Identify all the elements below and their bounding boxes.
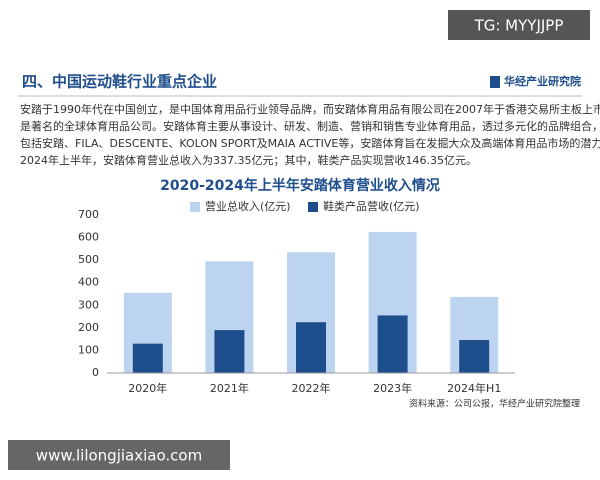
paragraph: 安踏于1990年代在中国创立，是中国体育用品行业领导品牌，而安踏体育用品有限公司… — [20, 102, 600, 167]
y-tick-label: 100 — [78, 343, 99, 356]
watermark-box — [448, 10, 590, 40]
logo-icon — [490, 76, 500, 88]
y-tick-label: 600 — [78, 231, 99, 244]
paragraph-line: 包括安踏、FILA、DESCENTE、KOLON SPORT及MAIA ACTI… — [20, 136, 600, 150]
source: 资料来源：公司公报，华经产业研究院整理 — [409, 398, 580, 410]
y-tick-label: 300 — [78, 298, 99, 311]
bar — [214, 330, 245, 373]
x-tick-label: 2023年 — [373, 381, 412, 395]
y-tick-label: 0 — [92, 366, 99, 379]
y-tick-label: 400 — [78, 276, 99, 289]
chart: 0 100 200 300 400 500 600 700 营业总收入(亿元) 鞋类产品营收(亿元… — [78, 199, 515, 395]
bar — [296, 322, 326, 373]
legend-swatch — [308, 202, 318, 212]
bar — [132, 343, 163, 373]
x-tick-label: 2021年 — [210, 381, 249, 395]
y-tick-label: 500 — [78, 253, 99, 266]
watermark: TG: MYYJJPP — [474, 17, 564, 35]
watermark: www.lilongjiaxiao.com — [36, 447, 202, 465]
paragraph-line: 2024年上半年，安踏体育营业总收入为337.35亿元；其中，鞋类产品实现营收1… — [20, 153, 477, 167]
paragraph-line: 安踏于1990年代在中国创立，是中国体育用品行业领导品牌，而安踏体育用品有限公司… — [20, 102, 600, 116]
section-title: 四、中国运动鞋行业重点企业 — [22, 73, 217, 91]
y-tick-label: 200 — [78, 321, 99, 334]
x-tick-label: 2022年 — [292, 381, 331, 395]
x-tick-label: 2020年 — [128, 381, 167, 395]
legend-label: 鞋类产品营收(亿元) — [323, 199, 420, 213]
logo: 华经产业研究院 — [504, 74, 581, 88]
bar — [377, 315, 408, 373]
x-tick-label: 2024年H1 — [447, 381, 501, 395]
legend-label: 营业总收入(亿元) — [205, 199, 291, 213]
chart-title: 2020-2024年上半年安踏体育营业收入情况 — [160, 177, 440, 194]
y-tick-label: 700 — [78, 208, 99, 221]
legend-swatch — [190, 202, 200, 212]
watermark-box — [8, 440, 230, 470]
paragraph-line: 是著名的全球体育用品公司。安踏体育主要从事设计、研发、制造、营销和销售专业体育用… — [20, 119, 600, 133]
bar — [459, 340, 490, 373]
